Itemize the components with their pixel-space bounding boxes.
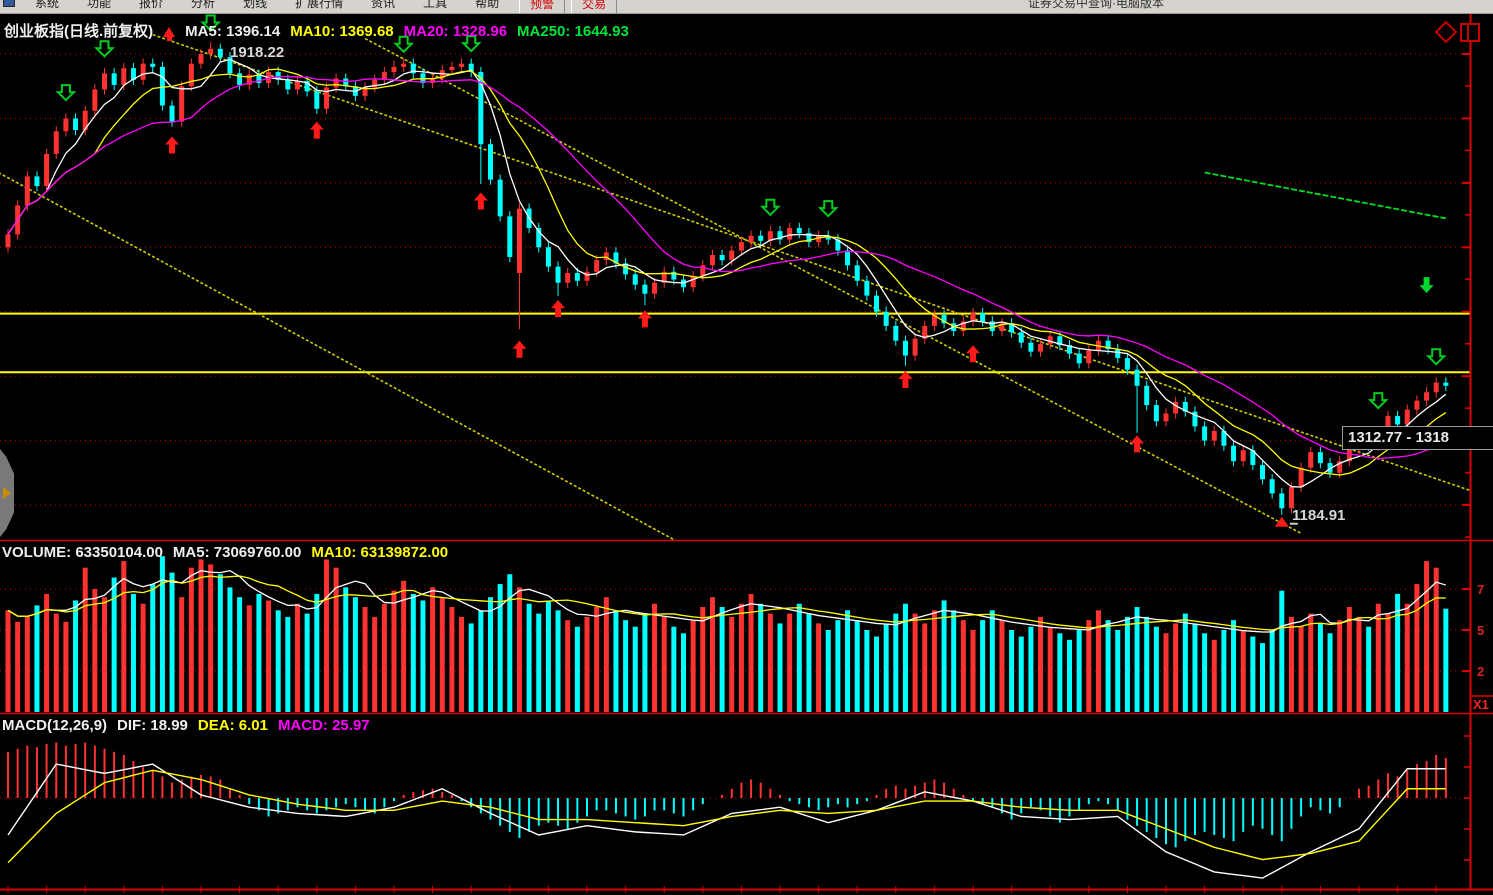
up-arrow-icon [163,27,176,41]
menu-item-extended[interactable]: 扩展行情 [295,0,344,10]
volume-ma5-value: MA5: 73069760.00 [172,544,302,561]
ma10-value: MA10: 1369.68 [290,23,394,40]
price-range-tooltip: 1312.77 - 1318 [1342,426,1493,450]
volume-axis-label: 7 [1477,582,1485,597]
menu-item-news[interactable]: 资讯 [371,0,396,10]
alert-button[interactable]: 预警 [519,0,566,13]
dea-value: DEA: 6.01 [197,717,268,734]
volume-multiplier-label: X1 [1473,697,1489,712]
menu-item-function[interactable]: 功能 [87,0,112,10]
window-split-icon[interactable] [1460,23,1480,42]
volume-ma10-value: MA10: 63139872.00 [311,544,449,561]
menu-item-system[interactable]: 系统 [35,0,60,10]
menu-item-tools[interactable]: 工具 [423,0,448,10]
macd-name: MACD(12,26,9) [2,717,108,734]
main-chart-header: 创业板指(日线.前复权) MA5: 1396.14 MA10: 1369.68 MA2… [4,20,639,41]
chart-title: 创业板指(日线.前复权) [4,23,154,40]
menu-item-quotes[interactable]: 报价 [139,0,164,10]
peak-price-label: 1918.22 [230,44,285,61]
menu-bar: 系统 功能 报价 分析 划线 扩展行情 资讯 工具 帮助 预警 交易 证券交易中… [0,0,1493,14]
panel-expand-handle[interactable] [0,449,14,537]
ma20-value: MA20: 1328.96 [403,23,508,40]
menu-item-analysis[interactable]: 分析 [191,0,216,10]
menu-item-drawline[interactable]: 划线 [243,0,268,10]
menu-right-text: 证券交易中查询·电脑版本 [1028,0,1164,10]
volume-axis-label: 5 [1477,623,1485,638]
trough-price-label: 1184.91 [1292,507,1346,524]
ma5-value: MA5: 1396.14 [185,23,281,40]
dif-value: DIF: 18.99 [117,717,188,734]
menu-item-help[interactable]: 帮助 [475,0,500,10]
volume-value: VOLUME: 63350104.00 [2,544,163,561]
volume-header: VOLUME: 63350104.00 MA5: 73069760.00 MA10:… [2,544,458,561]
macd-value: MACD: 25.97 [277,717,370,734]
volume-axis-label: 2 [1477,664,1485,679]
trade-button[interactable]: 交易 [571,0,618,13]
macd-header: MACD(12,26,9) DIF: 18.99 DEA: 6.01 MACD: 25… [2,717,380,734]
expand-arrow-icon [3,487,11,499]
app-icon [3,0,15,7]
ma250-value: MA250: 1644.93 [517,23,629,40]
